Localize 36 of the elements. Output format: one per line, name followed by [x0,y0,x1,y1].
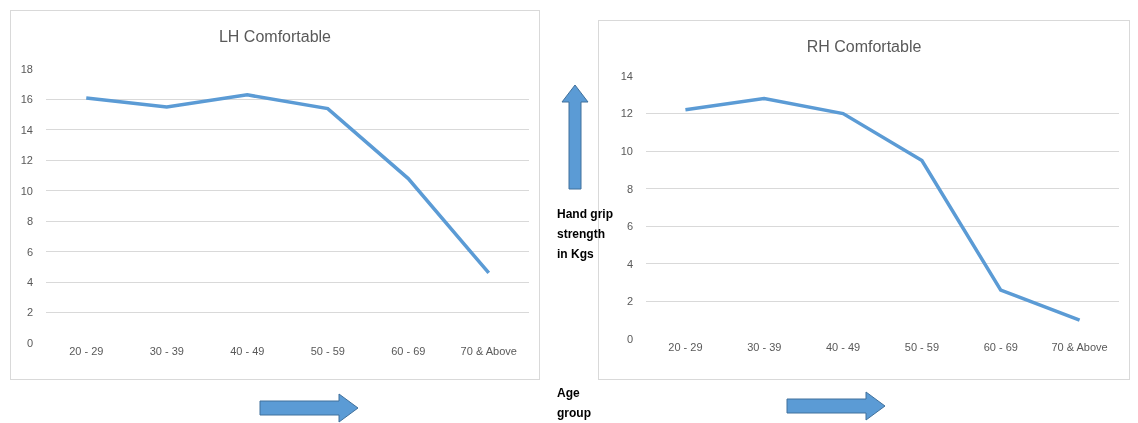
y-tick-label: 10 [620,144,633,157]
y-tick-label: 8 [626,182,633,195]
y-tick-label: 14 [20,123,33,136]
y-tick-label: 6 [26,245,33,258]
y-tick-label: 18 [20,62,33,75]
x-tick-label: 50 - 59 [904,341,940,353]
y-tick-label: 12 [620,107,633,120]
x-tick-label: 50 - 59 [310,345,345,357]
y-tick-label: 4 [26,275,33,288]
line-series [683,96,1082,322]
text: Age group [557,385,592,422]
y-tick-label: 0 [626,332,633,345]
x-tick-label: 60 - 69 [983,341,1018,353]
x-tick-label: 70 & Above [460,345,517,357]
y-tick-label: 8 [26,215,33,228]
y-tick-label: 14 [620,69,633,82]
x-tick-label: 60 - 69 [391,345,426,357]
x-tick-label: 40 - 49 [230,345,265,357]
y-tick-label: 10 [20,184,33,197]
chart-title: LH Comfortable [218,28,332,46]
chart-title: RH Comfortable [806,38,922,56]
line-series [84,93,491,275]
y-tick-label: 12 [20,154,33,167]
y-tick-label: 16 [20,93,33,106]
y-tick-label: 2 [626,295,633,308]
x-tick-label: 20 - 29 [668,341,703,353]
x-tick-label: 40 - 49 [825,341,861,353]
y-tick-label: 2 [26,306,33,319]
text: Hand grip strength in Kgs [557,206,614,263]
y-tick-label: 0 [26,336,33,349]
x-tick-label: 30 - 39 [149,345,184,357]
x-tick-label: 20 - 29 [69,345,104,357]
y-tick-label: 6 [626,220,633,233]
x-tick-label: 70 & Above [1051,341,1108,353]
x-tick-label: 30 - 39 [747,341,782,353]
y-tick-label: 4 [626,257,633,270]
